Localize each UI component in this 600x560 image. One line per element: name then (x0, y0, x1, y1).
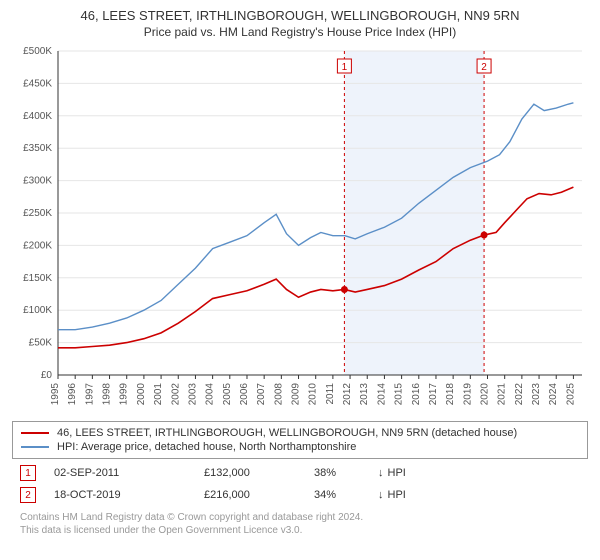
svg-text:£250K: £250K (23, 208, 52, 219)
svg-text:1: 1 (342, 62, 348, 73)
footer-line1: Contains HM Land Registry data © Crown c… (20, 511, 588, 524)
svg-text:2013: 2013 (359, 383, 370, 406)
svg-text:2003: 2003 (187, 383, 198, 406)
sale-date: 02-SEP-2011 (54, 467, 204, 479)
svg-text:£400K: £400K (23, 111, 52, 122)
sale-pct: 38% (314, 467, 374, 479)
svg-text:2005: 2005 (222, 383, 233, 406)
svg-text:£0: £0 (41, 370, 53, 381)
legend-item-subject: 46, LEES STREET, IRTHLINGBOROUGH, WELLIN… (21, 426, 579, 440)
sale-vs: HPI (388, 467, 406, 479)
svg-text:2002: 2002 (170, 383, 181, 406)
sale-pct: 34% (314, 489, 374, 501)
svg-text:2007: 2007 (256, 383, 267, 406)
svg-text:£50K: £50K (29, 338, 53, 349)
svg-text:2016: 2016 (411, 383, 422, 406)
footer-line2: This data is licensed under the Open Gov… (20, 524, 588, 537)
svg-text:2006: 2006 (239, 383, 250, 406)
svg-text:2000: 2000 (136, 383, 147, 406)
svg-text:2: 2 (481, 62, 487, 73)
svg-text:1995: 1995 (50, 383, 61, 406)
svg-text:2014: 2014 (376, 383, 387, 406)
legend-swatch (21, 446, 49, 448)
svg-text:2020: 2020 (480, 383, 491, 406)
svg-text:2004: 2004 (205, 383, 216, 406)
down-arrow-icon: ↓ (378, 467, 384, 479)
svg-text:2018: 2018 (445, 383, 456, 406)
svg-text:2025: 2025 (565, 383, 576, 406)
svg-text:2015: 2015 (394, 383, 405, 406)
svg-text:£100K: £100K (23, 305, 52, 316)
sale-row: 2 18-OCT-2019£216,00034% ↓ HPI (12, 487, 588, 503)
svg-text:2024: 2024 (548, 383, 559, 406)
legend-label: HPI: Average price, detached house, Nort… (57, 441, 356, 453)
legend-item-hpi: HPI: Average price, detached house, Nort… (21, 440, 579, 454)
sale-marker-box: 2 (20, 487, 36, 503)
svg-text:2011: 2011 (325, 383, 336, 405)
sale-vs: HPI (388, 489, 406, 501)
svg-text:1996: 1996 (67, 383, 78, 406)
sales-list: 1 02-SEP-2011£132,00038% ↓ HPI 2 18-OCT-2019£… (12, 465, 588, 503)
svg-text:2001: 2001 (153, 383, 164, 406)
sale-date: 18-OCT-2019 (54, 489, 204, 501)
sale-price: £132,000 (204, 467, 314, 479)
svg-text:2022: 2022 (514, 383, 525, 406)
down-arrow-icon: ↓ (378, 489, 384, 501)
svg-text:2012: 2012 (342, 383, 353, 406)
svg-text:2017: 2017 (428, 383, 439, 406)
svg-text:£450K: £450K (23, 78, 52, 89)
title-address: 46, LEES STREET, IRTHLINGBOROUGH, WELLIN… (12, 8, 588, 23)
svg-text:2010: 2010 (308, 383, 319, 406)
svg-text:1997: 1997 (84, 383, 95, 406)
svg-text:£300K: £300K (23, 176, 52, 187)
svg-text:2021: 2021 (497, 383, 508, 406)
svg-text:2023: 2023 (531, 383, 542, 406)
chart-svg: £0 £50K £100K £150K £200K £250K £300K £350K £400… (12, 45, 588, 415)
svg-text:£350K: £350K (23, 143, 52, 154)
svg-text:£500K: £500K (23, 46, 52, 57)
legend: 46, LEES STREET, IRTHLINGBOROUGH, WELLIN… (12, 421, 588, 459)
svg-text:2009: 2009 (291, 383, 302, 406)
svg-text:1999: 1999 (119, 383, 130, 406)
legend-label: 46, LEES STREET, IRTHLINGBOROUGH, WELLIN… (57, 427, 517, 439)
sale-price: £216,000 (204, 489, 314, 501)
svg-text:1998: 1998 (102, 383, 113, 406)
title-subtitle: Price paid vs. HM Land Registry's House … (12, 25, 588, 39)
footer-attribution: Contains HM Land Registry data © Crown c… (12, 511, 588, 537)
svg-text:2019: 2019 (462, 383, 473, 406)
sale-marker-box: 1 (20, 465, 36, 481)
sale-row: 1 02-SEP-2011£132,00038% ↓ HPI (12, 465, 588, 481)
svg-text:£200K: £200K (23, 240, 52, 251)
svg-text:£150K: £150K (23, 273, 52, 284)
legend-swatch (21, 432, 49, 434)
svg-text:2008: 2008 (273, 383, 284, 406)
chart: £0 £50K £100K £150K £200K £250K £300K £350K £400… (12, 45, 588, 415)
chart-container: 46, LEES STREET, IRTHLINGBOROUGH, WELLIN… (0, 0, 600, 545)
